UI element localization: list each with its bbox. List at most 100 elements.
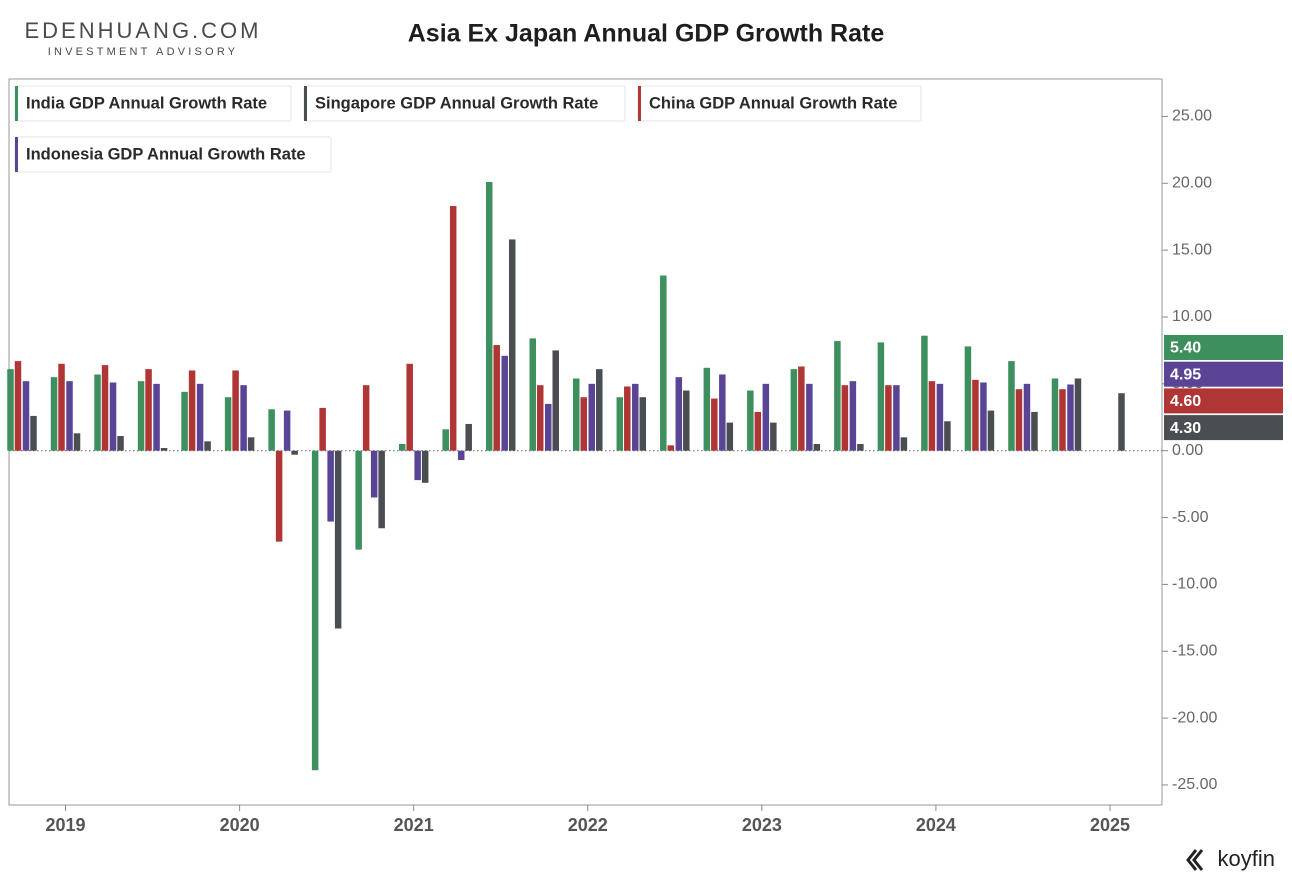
bar (580, 397, 588, 451)
bar (449, 206, 457, 451)
last-value-badge (1164, 335, 1283, 360)
y-tick-label: -25.00 (1172, 776, 1217, 793)
bar (726, 422, 734, 451)
legend-label: China GDP Annual Growth Rate (649, 94, 897, 112)
bar (7, 369, 14, 451)
x-tick-label: 2021 (394, 815, 434, 835)
bar (101, 365, 109, 451)
bar (885, 385, 892, 451)
bar (181, 391, 188, 451)
bar (204, 441, 211, 451)
bar (485, 181, 493, 451)
bar (414, 450, 421, 481)
legend-swatch (638, 86, 641, 121)
last-value-label: 5.40 (1170, 340, 1201, 357)
y-tick-label: -20.00 (1172, 709, 1217, 726)
bar (196, 383, 204, 451)
bar (137, 381, 145, 451)
bar (639, 397, 647, 451)
legend-swatch (15, 137, 18, 172)
bar (893, 385, 900, 451)
bar (109, 382, 117, 451)
bar (268, 409, 275, 451)
y-tick-label: 10.00 (1172, 308, 1212, 325)
bar (857, 444, 864, 451)
brand-sub: INVESTMENT ADVISORY (48, 46, 239, 58)
bar (964, 346, 972, 451)
y-tick-label: 15.00 (1172, 241, 1212, 258)
bar (73, 433, 81, 451)
bar (770, 422, 777, 451)
bar (675, 377, 683, 451)
legend-label: Singapore GDP Annual Growth Rate (315, 94, 598, 112)
bar (145, 369, 152, 451)
x-tick-label: 2019 (45, 815, 85, 835)
bar (247, 437, 255, 451)
bar (117, 435, 124, 451)
y-tick-label: 0.00 (1172, 442, 1203, 459)
y-tick-label: -5.00 (1172, 509, 1209, 526)
bar (1051, 378, 1059, 451)
bar (319, 407, 326, 451)
bar (754, 411, 762, 451)
bar (334, 450, 342, 629)
bar (160, 448, 168, 451)
last-value-label: 4.60 (1170, 393, 1201, 410)
bar (762, 383, 770, 451)
bar (588, 383, 596, 451)
bar (1015, 389, 1023, 451)
chart-title: Asia Ex Japan Annual GDP Growth Rate (408, 20, 885, 48)
bar (980, 382, 987, 451)
bar (849, 381, 857, 451)
bar (465, 423, 472, 451)
bar (378, 450, 385, 529)
bar (921, 335, 928, 451)
bar (94, 374, 101, 451)
bar (275, 450, 283, 542)
bar (406, 363, 413, 451)
legend-swatch (15, 86, 18, 121)
bar (972, 379, 979, 451)
y-tick-label: 25.00 (1172, 108, 1212, 125)
bar (1008, 361, 1015, 451)
bar (1074, 378, 1082, 451)
bar (877, 342, 885, 451)
bar (355, 450, 362, 550)
bar (944, 421, 951, 451)
bar (624, 386, 631, 451)
y-tick-label: 20.00 (1172, 175, 1212, 192)
bar (501, 355, 508, 451)
bar (457, 450, 465, 461)
x-tick-label: 2024 (916, 815, 956, 835)
bar (224, 397, 232, 451)
bar (719, 374, 726, 451)
bar (834, 341, 841, 451)
bar (421, 450, 429, 483)
bar (1059, 389, 1066, 451)
bar (283, 410, 291, 451)
bar (398, 444, 406, 451)
bar (987, 410, 995, 451)
x-tick-label: 2020 (220, 815, 260, 835)
bar (632, 383, 639, 451)
y-tick-label: -15.00 (1172, 642, 1217, 659)
bar (711, 398, 718, 451)
bar (529, 338, 536, 451)
bar (544, 403, 552, 451)
bar (806, 383, 813, 451)
bar (493, 345, 500, 451)
legend-label: India GDP Annual Growth Rate (26, 94, 267, 112)
bar (667, 445, 675, 451)
bar (362, 385, 370, 451)
last-value-badge (1164, 415, 1283, 441)
last-value-label: 4.30 (1170, 420, 1201, 437)
bar (188, 370, 196, 451)
bar (936, 383, 944, 451)
bar (291, 450, 298, 455)
bar (747, 390, 754, 451)
x-tick-label: 2023 (742, 815, 782, 835)
bar (841, 385, 849, 451)
last-value-label: 4.95 (1170, 366, 1201, 383)
bar (1067, 384, 1074, 451)
bar (536, 385, 544, 451)
